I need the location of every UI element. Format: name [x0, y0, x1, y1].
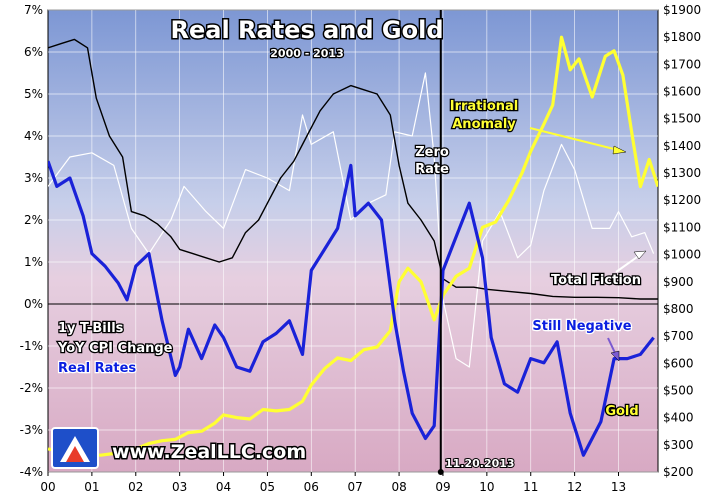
- right-tick-label: $1300: [663, 166, 701, 180]
- right-tick-label: $1000: [663, 248, 701, 262]
- right-tick-label: $1800: [663, 30, 701, 44]
- irrational-label-2: Anomaly: [452, 117, 516, 132]
- series-cpi-line: [48, 72, 655, 368]
- right-tick-label: $1500: [663, 112, 701, 126]
- right-tick-label: $1900: [663, 3, 701, 17]
- series-layer: [48, 35, 658, 457]
- gold-label: Gold: [605, 404, 638, 419]
- x-tick-label: 13: [611, 480, 626, 494]
- x-tick-label: 09: [435, 480, 450, 494]
- zeal-logo: [51, 427, 99, 469]
- right-tick-label: $1200: [663, 193, 701, 207]
- x-axis: 00 01 02 03 04 05 06 07 08 09 10 11 12 13: [40, 472, 626, 494]
- right-tick-label: $700: [663, 329, 694, 343]
- legend-real-rates: Real Rates: [58, 361, 136, 376]
- right-tick-label: $600: [663, 356, 694, 370]
- x-tick-label: 03: [172, 480, 187, 494]
- legend-treasury: 1y T-Bills: [58, 321, 124, 336]
- left-tick-label: -3%: [20, 423, 43, 437]
- x-tick-label: 02: [128, 480, 143, 494]
- right-tick-label: $500: [663, 383, 694, 397]
- left-tick-label: 5%: [24, 87, 43, 101]
- still-negative-label: Still Negative: [532, 319, 631, 334]
- grid: [48, 9, 658, 473]
- zero-rate-label-1: Zero: [415, 145, 449, 160]
- right-tick-label: $800: [663, 302, 694, 316]
- irrational-arrow: [529, 127, 619, 151]
- right-tick-label: $1100: [663, 220, 701, 234]
- right-tick-label: $200: [663, 465, 694, 479]
- series-gold-line: [48, 35, 658, 457]
- legend-cpi: YoY CPI Change: [57, 341, 173, 356]
- right-tick-label: $900: [663, 275, 694, 289]
- right-axis: $1900 $1800 $1700 $1600 $1500 $1400 $1300 $1200…: [663, 3, 701, 479]
- left-tick-label: 6%: [24, 45, 43, 59]
- x-tick-label: 07: [348, 480, 363, 494]
- left-tick-label: 7%: [24, 3, 43, 17]
- right-tick-label: $300: [663, 438, 694, 452]
- x-tick-label: 11: [523, 480, 538, 494]
- left-tick-label: -1%: [20, 339, 43, 353]
- chart-subtitle: 2000 - 2013: [270, 47, 343, 60]
- zero-rate-label-2: Rate: [415, 162, 449, 177]
- irrational-label-1: Irrational: [450, 99, 519, 114]
- chart-title: Real Rates and Gold: [170, 16, 443, 44]
- x-tick-label: 05: [260, 480, 275, 494]
- right-tick-label: $400: [663, 411, 694, 425]
- right-tick-label: $1700: [663, 57, 701, 71]
- x-tick-label: 10: [479, 480, 494, 494]
- x-tick-label: 01: [84, 480, 99, 494]
- x-tick-label: 06: [304, 480, 319, 494]
- still-negative-arrowhead: [610, 350, 620, 362]
- left-tick-label: 4%: [24, 129, 43, 143]
- x-tick-label: 00: [40, 480, 55, 494]
- left-tick-label: 1%: [24, 255, 43, 269]
- left-tick-label: 0%: [24, 297, 43, 311]
- series-real-rates-line: [48, 160, 655, 457]
- left-tick-label: 2%: [24, 213, 43, 227]
- series-treasury-line: [48, 38, 658, 300]
- zero-rate-dot: [437, 469, 444, 475]
- left-tick-label: 3%: [24, 171, 43, 185]
- right-tick-label: $1600: [663, 85, 701, 99]
- x-tick-label: 12: [567, 480, 582, 494]
- left-axis: 7% 6% 5% 4% 3% 2% 1% 0% -1% -2% -3% -4%: [20, 3, 43, 479]
- x-tick-label: 04: [216, 480, 231, 494]
- url-label: www.ZealLLC.com: [112, 441, 306, 463]
- left-tick-label: -4%: [20, 465, 43, 479]
- x-tick-label: 08: [391, 480, 406, 494]
- date-label: 11.20.2013: [445, 457, 515, 470]
- left-tick-label: -2%: [20, 381, 43, 395]
- total-fiction-arrow: [615, 254, 641, 273]
- total-fiction-arrowhead: [633, 250, 647, 260]
- irrational-arrowhead: [612, 145, 627, 155]
- total-fiction-label: Total Fiction: [551, 273, 641, 288]
- right-tick-label: $1400: [663, 139, 701, 153]
